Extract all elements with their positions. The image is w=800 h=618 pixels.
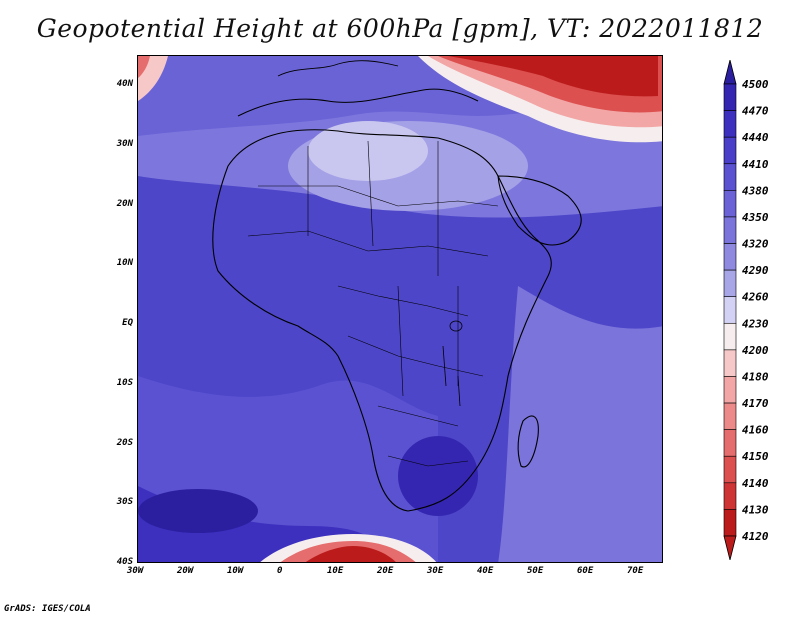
longitude-tick-label: 20E: [377, 566, 394, 576]
colorbar-label: 4350: [742, 211, 769, 224]
longitude-tick-label: 30W: [127, 566, 144, 576]
colorbar-swatch: [723, 349, 737, 377]
longitude-tick-label: 0: [277, 566, 283, 576]
longitude-tick-label: 10E: [327, 566, 344, 576]
colorbar-swatch: [723, 322, 737, 351]
colorbar-top-arrow: [723, 60, 737, 85]
colorbar-label: 4230: [742, 317, 769, 330]
longitude-tick-label: 10W: [227, 566, 244, 576]
latitude-tick-label: 30N: [116, 138, 133, 149]
colorbar-swatch: [723, 190, 737, 218]
latitude-tick-label: 20N: [116, 198, 133, 209]
longitude-tick-label: 70E: [627, 566, 644, 576]
colorbar-label: 4130: [742, 503, 769, 516]
colorbar-swatch: [723, 296, 737, 324]
colorbar: 4500 4470 4440 4410 4380 4350 4320 4290 4260 4230…: [723, 60, 769, 560]
colorbar-swatch: [723, 216, 737, 244]
latitude-tick-label: EQ: [122, 318, 133, 328]
colorbar-label: 4320: [742, 238, 769, 251]
colorbar-label: 4500: [742, 78, 769, 91]
colorbar-label: 4170: [742, 397, 769, 410]
colorbar-label: 4120: [742, 530, 769, 543]
colorbar-swatch: [723, 243, 737, 271]
colorbar-swatch: [723, 136, 737, 165]
colorbar-swatch: [723, 376, 737, 404]
footer-credit: GrADS: IGES/COLA: [4, 604, 91, 614]
colorbar-swatch: [723, 110, 737, 138]
map-title: Geopotential Height at 600hPa [gpm], VT:…: [36, 14, 764, 43]
colorbar-swatch: [723, 455, 737, 484]
colorbar-label: 4140: [742, 477, 769, 490]
colorbar-swatch: [723, 402, 737, 430]
latitude-tick-label: 40N: [116, 79, 133, 89]
colorbar-label: 4160: [742, 424, 769, 437]
longitude-tick-label: 30E: [427, 566, 444, 576]
longitude-tick-label: 50E: [527, 566, 544, 576]
colorbar-swatch: [723, 429, 737, 457]
latitude-tick-label: 10S: [116, 377, 133, 388]
colorbar-label: 4260: [742, 291, 769, 304]
colorbar-label: 4180: [742, 370, 769, 383]
colorbar-swatch: [723, 509, 737, 537]
geopotential-field: [138, 56, 662, 562]
colorbar-label: 4470: [742, 105, 769, 118]
latitude-tick-label: 40S: [116, 557, 133, 567]
latitude-tick-label: 30S: [116, 497, 133, 508]
colorbar-swatch: [723, 163, 737, 191]
latitude-tick-label: 10N: [116, 258, 133, 269]
colorbar-label: 4200: [742, 344, 769, 357]
longitude-tick-label: 20W: [177, 566, 194, 576]
colorbar-label: 4150: [742, 450, 769, 463]
colorbar-label: 4380: [742, 184, 769, 197]
colorbar-label: 4290: [742, 264, 769, 277]
colorbar-bottom-arrow: [723, 535, 737, 560]
longitude-tick-label: 40E: [477, 566, 494, 576]
colorbar-label: 4410: [742, 158, 769, 171]
colorbar-swatch: [723, 269, 737, 298]
colorbar-swatch: [723, 83, 737, 111]
map-panel: [137, 55, 663, 563]
colorbar-label: 4440: [742, 131, 769, 144]
colorbar-swatch: [723, 482, 737, 510]
longitude-tick-label: 60E: [577, 566, 594, 576]
latitude-tick-label: 20S: [116, 437, 133, 448]
